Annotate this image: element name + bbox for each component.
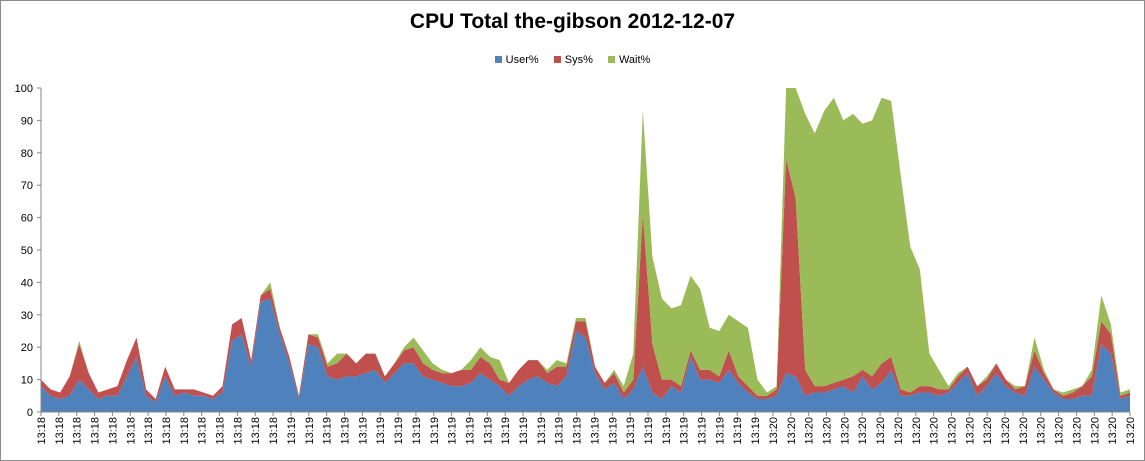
x-tick-label: 13:18 [54, 417, 66, 445]
x-tick-label: 13:19 [500, 417, 512, 445]
y-tick-label: 0 [27, 407, 33, 419]
y-tick-label: 60 [21, 213, 33, 225]
x-tick-label: 13:19 [286, 417, 298, 445]
x-tick-label: 13:19 [643, 417, 655, 445]
x-tick-label: 13:20 [929, 417, 941, 445]
x-tick-label: 13:19 [714, 417, 726, 445]
x-tick-label: 13:20 [1054, 417, 1066, 445]
x-tick-label: 13:19 [625, 417, 637, 445]
y-tick-label: 10 [21, 375, 33, 387]
x-tick-label: 13:19 [339, 417, 351, 445]
x-tick-label: 13:20 [1107, 417, 1119, 445]
x-tick-label: 13:19 [411, 417, 423, 445]
x-tick-label: 13:18 [250, 417, 262, 445]
y-tick-label: 40 [21, 277, 33, 289]
legend-label-user: User% [505, 54, 539, 66]
x-tick-label: 13:19 [375, 417, 387, 445]
series-area-sys [41, 159, 1130, 403]
chart-legend: User% Sys% Wait% [0, 54, 1145, 66]
x-tick-label: 13:20 [1036, 417, 1048, 445]
x-tick-label: 13:20 [964, 417, 976, 445]
x-tick-label: 13:19 [607, 417, 619, 445]
x-tick-label: 13:19 [697, 417, 709, 445]
legend-item-user: User% [494, 54, 539, 66]
y-tick-label: 30 [21, 310, 33, 322]
y-tick-label: 50 [21, 245, 33, 257]
x-tick-label: 13:19 [536, 417, 548, 445]
x-tick-label: 13:18 [161, 417, 173, 445]
x-tick-label: 13:20 [893, 417, 905, 445]
legend-swatch-wait [607, 56, 615, 63]
x-tick-label: 13:20 [786, 417, 798, 445]
x-tick-label: 13:19 [322, 417, 334, 445]
x-tick-label: 13:19 [393, 417, 405, 445]
x-tick-label: 13:20 [875, 417, 887, 445]
chart-title: CPU Total the-gibson 2012-12-07 [409, 10, 736, 33]
x-tick-label: 13:19 [429, 417, 441, 445]
x-tick-label: 13:20 [1071, 417, 1083, 445]
series-area-user [41, 298, 1130, 412]
x-tick-label: 13:18 [90, 417, 102, 445]
y-tick-label: 80 [21, 148, 33, 160]
x-tick-label: 13:19 [482, 417, 494, 445]
y-tick-label: 100 [15, 83, 33, 95]
x-tick-label: 13:20 [1125, 417, 1137, 445]
x-tick-label: 13:18 [36, 417, 48, 445]
y-tick-label: 90 [21, 115, 33, 127]
x-tick-label: 13:20 [822, 417, 834, 445]
x-tick-label: 13:20 [982, 417, 994, 445]
x-tick-label: 13:18 [179, 417, 191, 445]
x-tick-label: 13:19 [357, 417, 369, 445]
x-tick-label: 13:20 [857, 417, 869, 445]
x-tick-label: 13:19 [447, 417, 459, 445]
x-tick-label: 13:19 [750, 417, 762, 445]
x-tick-label: 13:20 [804, 417, 816, 445]
legend-label-sys: Sys% [564, 54, 593, 66]
x-tick-label: 13:20 [946, 417, 958, 445]
x-tick-label: 13:20 [1018, 417, 1030, 445]
legend-swatch-user [494, 56, 502, 63]
x-tick-label: 13:18 [215, 417, 227, 445]
legend-label-wait: Wait% [618, 54, 651, 66]
x-tick-label: 13:20 [839, 417, 851, 445]
x-tick-label: 13:20 [768, 417, 780, 445]
legend-item-wait: Wait% [607, 54, 651, 66]
x-tick-label: 13:18 [107, 417, 119, 445]
x-tick-label: 13:19 [464, 417, 476, 445]
x-tick-label: 13:18 [268, 417, 280, 445]
x-tick-label: 13:18 [72, 417, 84, 445]
x-tick-label: 13:19 [572, 417, 584, 445]
x-tick-label: 13:18 [197, 417, 209, 445]
x-tick-label: 13:20 [1000, 417, 1012, 445]
x-tick-label: 13:19 [554, 417, 566, 445]
y-tick-label: 70 [21, 180, 33, 192]
x-tick-label: 13:19 [304, 417, 316, 445]
x-tick-label: 13:18 [143, 417, 155, 445]
x-tick-label: 13:19 [589, 417, 601, 445]
x-tick-label: 13:19 [679, 417, 691, 445]
x-tick-label: 13:18 [232, 417, 244, 445]
x-tick-label: 13:20 [1089, 417, 1101, 445]
legend-swatch-sys [553, 56, 561, 63]
series-area-wait [41, 88, 1130, 400]
y-tick-label: 20 [21, 342, 33, 354]
x-tick-label: 13:19 [518, 417, 530, 445]
x-tick-label: 13:19 [732, 417, 744, 445]
legend-item-sys: Sys% [553, 54, 593, 66]
x-tick-label: 13:20 [911, 417, 923, 445]
x-tick-label: 13:19 [661, 417, 673, 445]
x-tick-label: 13:18 [125, 417, 137, 445]
